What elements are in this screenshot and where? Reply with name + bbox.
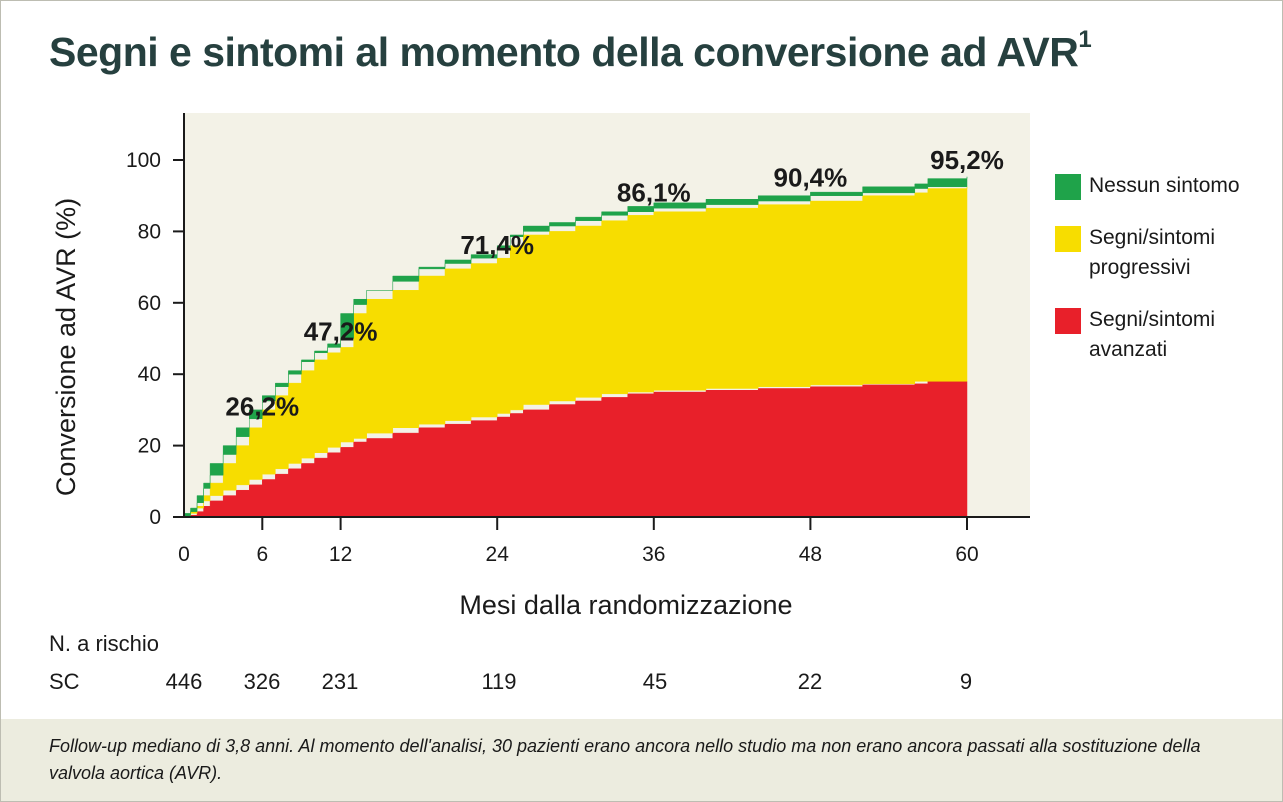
x-tick-label: 48: [799, 543, 822, 566]
x-axis-label: Mesi dalla randomizzazione: [459, 590, 792, 620]
at-risk-row: SC 446 326 231 119 45 22 9: [1, 669, 1283, 699]
at-risk-label: N. a rischio: [49, 631, 160, 656]
legend-label: Segni/sintomi progressivi: [1089, 226, 1216, 279]
x-tick-label: 0: [178, 543, 190, 566]
legend-label: Segni/sintomi avanzati: [1089, 308, 1216, 361]
legend-label: Nessun sintomo: [1089, 174, 1240, 197]
data-label: 47,2%: [304, 316, 378, 346]
chart-title: Segni e sintomi al momento della convers…: [49, 26, 1092, 75]
data-label: 86,1%: [617, 178, 691, 208]
at-risk-value: 119: [481, 669, 517, 694]
y-tick-label: 0: [149, 506, 161, 529]
x-tick-label: 24: [486, 543, 510, 566]
area-series-2: [183, 176, 968, 518]
y-tick-label: 60: [138, 292, 161, 315]
at-risk-value: 22: [797, 669, 823, 694]
area-layers: [183, 176, 968, 518]
legend-swatch: [1055, 226, 1081, 252]
at-risk-row-name: SC: [49, 669, 80, 694]
data-label: 90,4%: [774, 162, 848, 192]
data-label: 95,2%: [930, 145, 1004, 175]
at-risk-value: 9: [959, 669, 973, 694]
footnote-text: Follow-up mediano di 3,8 anni. Al moment…: [49, 736, 1201, 783]
title-footnote-ref: 1: [1078, 26, 1092, 54]
at-risk-value: 326: [243, 669, 281, 694]
legend-swatch: [1055, 308, 1081, 334]
legend: Nessun sintomo Segni/sintomi progressivi…: [1055, 171, 1275, 387]
x-tick-label: 12: [329, 543, 352, 566]
at-risk-value: 45: [642, 669, 668, 694]
y-axis-label: Conversione ad AVR (%): [51, 198, 81, 496]
y-tick-label: 80: [138, 220, 161, 243]
y-tick-label: 100: [126, 149, 161, 172]
legend-swatch: [1055, 174, 1081, 200]
axes: 0 20 40 60 80 100 0 6 12 24 36 48 60: [126, 113, 1030, 566]
x-tick-label: 36: [642, 543, 665, 566]
legend-item-segni-avanzati: Segni/sintomi avanzati: [1055, 305, 1269, 365]
y-tick-label: 20: [138, 435, 161, 458]
data-label: 71,4%: [460, 230, 534, 260]
at-risk-value: 231: [321, 669, 359, 694]
legend-item-segni-progressivi: Segni/sintomi progressivi: [1055, 223, 1269, 283]
footnote-panel: Follow-up mediano di 3,8 anni. Al moment…: [1, 719, 1282, 801]
x-tick-label: 60: [955, 543, 978, 566]
at-risk-value: 446: [165, 669, 203, 694]
y-tick-label: 40: [138, 363, 161, 386]
legend-item-nessun-sintomo: Nessun sintomo: [1055, 171, 1275, 201]
data-labels: 26,2% 47,2% 71,4% 86,1% 90,4% 95,2%: [225, 145, 1003, 421]
area-series-1: [183, 186, 968, 518]
area-chart: 0 20 40 60 80 100 0 6 12 24 36 48 60 Conversione ad …: [51, 113, 1030, 620]
data-label: 26,2%: [225, 391, 299, 421]
x-tick-label: 6: [256, 543, 268, 566]
